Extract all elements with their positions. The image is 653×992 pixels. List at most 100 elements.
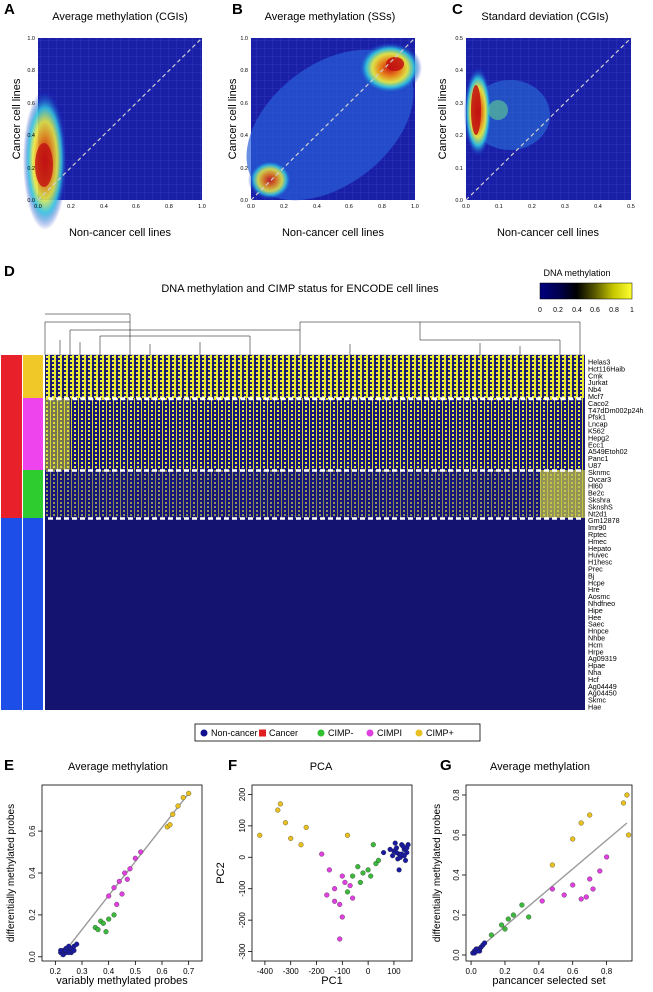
data-point-cimpi bbox=[332, 886, 338, 892]
panel-a-xticks: 0.0 0.2 0.4 0.6 0.8 1.0 bbox=[34, 204, 206, 210]
data-point-cimpminus bbox=[100, 920, 106, 926]
data-point-cimpminus bbox=[370, 842, 376, 848]
cell-line-label: Nb4 bbox=[588, 385, 601, 394]
y-tick-label: 100 bbox=[238, 819, 247, 833]
cell-line-label: Rptec bbox=[588, 530, 607, 539]
cell-line-label: U87 bbox=[588, 461, 601, 470]
cell-line-label: Ag04450 bbox=[588, 689, 617, 698]
data-point-nonminuscancer bbox=[482, 940, 488, 946]
svg-text:0.6: 0.6 bbox=[27, 101, 35, 107]
svg-text:0.2: 0.2 bbox=[553, 307, 563, 314]
data-point-cimpi bbox=[119, 891, 125, 897]
svg-text:0.0: 0.0 bbox=[27, 198, 35, 204]
data-point-cimpi bbox=[127, 866, 133, 872]
legend-dot-noncancer bbox=[200, 729, 208, 737]
svg-text:0.2: 0.2 bbox=[280, 204, 288, 210]
svg-text:0.1: 0.1 bbox=[495, 204, 503, 210]
cell-line-label: Panc1 bbox=[588, 454, 608, 463]
panel-a: A Average methylation (CGIs) Non-cancer … bbox=[4, 1, 206, 239]
panel-f-xlabel: PC1 bbox=[321, 975, 342, 987]
svg-text:0.2: 0.2 bbox=[528, 204, 536, 210]
data-point-cimpi bbox=[350, 895, 356, 901]
cell-line-label: Be2c bbox=[588, 489, 605, 498]
y-tick-label: 0.6 bbox=[28, 825, 37, 837]
x-tick-label: 0.4 bbox=[533, 967, 545, 976]
y-tick-label: -300 bbox=[238, 943, 247, 960]
data-point-cimpminus bbox=[106, 916, 112, 922]
plot-frame-g bbox=[465, 784, 633, 962]
cell-line-label: Ovcar3 bbox=[588, 475, 611, 484]
y-tick-label: 0 bbox=[238, 855, 247, 860]
data-point-cimpplus bbox=[344, 832, 351, 838]
cell-line-label: T47dDm002p24h bbox=[588, 406, 644, 415]
data-point-cimpminus bbox=[355, 864, 361, 870]
data-point-cimpplus bbox=[298, 842, 304, 848]
cell-line-label: SknshS bbox=[588, 502, 613, 511]
cell-line-label: Hae bbox=[588, 703, 601, 712]
svg-text:0.5: 0.5 bbox=[627, 204, 635, 210]
cell-line-label: Skshra bbox=[588, 496, 610, 505]
data-point-cimpi bbox=[570, 882, 576, 888]
diagonal-line-b bbox=[250, 37, 416, 201]
x-tick-label: 0.8 bbox=[601, 967, 613, 976]
data-point-nonminuscancer bbox=[387, 846, 393, 852]
data-point-cimpi bbox=[106, 893, 112, 899]
panel-letter-e: E bbox=[4, 757, 14, 774]
panel-a-ylabel: Cancer cell lines bbox=[11, 78, 23, 159]
svg-text:0.4: 0.4 bbox=[27, 133, 35, 139]
panel-b-xlabel: Non-cancer cell lines bbox=[282, 227, 385, 239]
svg-text:0.3: 0.3 bbox=[561, 204, 569, 210]
cell-line-label: Mcf7 bbox=[588, 392, 604, 401]
svg-text:0.8: 0.8 bbox=[165, 204, 173, 210]
cell-line-label: A549Etoh02 bbox=[588, 447, 628, 456]
svg-text:0.6: 0.6 bbox=[345, 204, 353, 210]
cell-line-label: Cmk bbox=[588, 371, 603, 380]
panel-f-ylabel: PC2 bbox=[215, 862, 227, 883]
legend-dot-cancer bbox=[259, 729, 266, 737]
cell-line-label: Nt2d1 bbox=[588, 509, 607, 518]
legend-cimp-minus: CIMP- bbox=[328, 728, 354, 738]
svg-text:1.0: 1.0 bbox=[240, 36, 248, 42]
cell-line-label: Hepg2 bbox=[588, 433, 609, 442]
cell-line-label: Skmc bbox=[588, 696, 606, 705]
panel-a-xlabel: Non-cancer cell lines bbox=[69, 227, 172, 239]
panel-d: D DNA methylation and CIMP status for EN… bbox=[1, 263, 644, 742]
cell-line-label: Hct116Haib bbox=[588, 364, 625, 373]
data-point-cimpminus bbox=[499, 922, 505, 928]
cell-line-label: Helas3 bbox=[588, 358, 610, 367]
data-point-cimpi bbox=[578, 896, 584, 902]
svg-text:0.2: 0.2 bbox=[455, 133, 463, 139]
panel-b-xticks: 0.0 0.2 0.4 0.6 0.8 1.0 bbox=[247, 204, 419, 210]
svg-text:0.2: 0.2 bbox=[27, 166, 35, 172]
data-point-cimpminus bbox=[368, 873, 374, 879]
panel-e: E Average methylation variably methylate… bbox=[4, 757, 203, 987]
cell-line-label: Sknmc bbox=[588, 468, 610, 477]
legend-cimpi: CIMPI bbox=[377, 728, 402, 738]
panel-letter-f: F bbox=[228, 757, 237, 774]
cell-line-label: Hipe bbox=[588, 606, 603, 615]
panel-d-title: DNA methylation and CIMP status for ENCO… bbox=[161, 283, 439, 295]
data-point-cimpplus bbox=[180, 795, 186, 801]
plot-frame-f bbox=[251, 784, 413, 962]
cell-line-labels: Helas3Hct116HaibCmkJurkatNb4Mcf7Caco2T47… bbox=[588, 358, 644, 712]
y-tick-label: 0.4 bbox=[28, 867, 37, 879]
svg-text:0.3: 0.3 bbox=[455, 101, 463, 107]
cimp-plus-side-bar bbox=[23, 355, 43, 398]
cell-line-label: Hl60 bbox=[588, 482, 603, 491]
data-point-nonminuscancer bbox=[396, 867, 402, 873]
cell-line-label: Bj bbox=[588, 571, 595, 580]
x-tick-label: -300 bbox=[283, 967, 300, 976]
data-point-cimpminus bbox=[502, 926, 508, 932]
cell-line-label: Prec bbox=[588, 565, 603, 574]
y-tick-label: 0.0 bbox=[28, 951, 37, 963]
data-point-cimpminus bbox=[95, 927, 101, 933]
cell-line-label: Hcpe bbox=[588, 578, 605, 587]
data-point-cimpi bbox=[332, 898, 338, 904]
svg-text:1.0: 1.0 bbox=[198, 204, 206, 210]
data-point-nonminuscancer bbox=[381, 850, 387, 856]
svg-text:0.0: 0.0 bbox=[247, 204, 255, 210]
data-point-cimpplus bbox=[587, 812, 593, 818]
data-point-cimpi bbox=[604, 854, 610, 860]
svg-text:0: 0 bbox=[538, 307, 542, 314]
